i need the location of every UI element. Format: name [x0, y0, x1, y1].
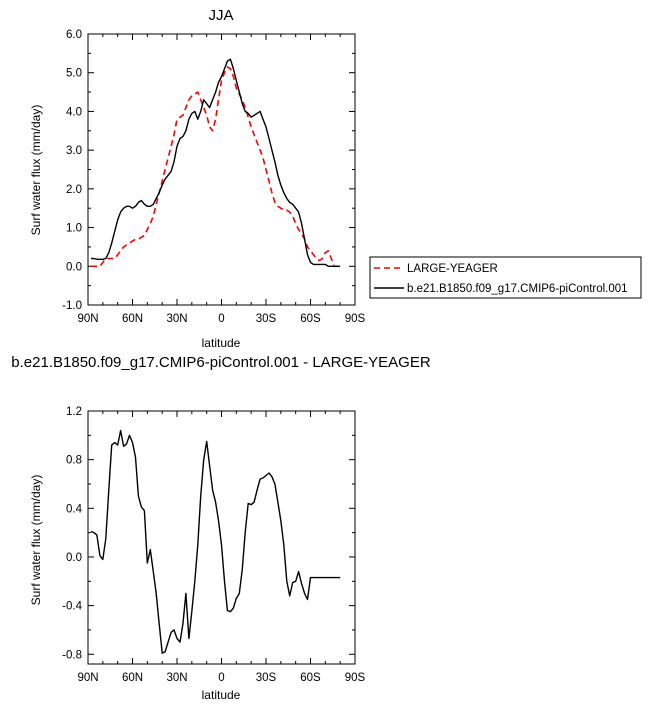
legend-box: [369, 256, 642, 299]
bottom-x-tick-label: 0: [218, 672, 224, 684]
bottom-series-line-1: [90, 429, 341, 654]
top-x-tick-label: 0: [218, 313, 224, 325]
bottom-x-tick-label: 60N: [122, 672, 143, 684]
top-x-tick-label: 30S: [256, 313, 277, 325]
bottom-x-tick-label: 90N: [77, 672, 98, 684]
bottom-y-tick-label: 1.2: [66, 406, 82, 418]
bottom-y-tick-label: -0.4: [62, 601, 82, 613]
top-panel: JJA 90N 60N 30N 0 30S 60S 90S -1.0 0.0 1.0 2.0 3.0 4…: [29, 7, 366, 350]
top-x-tick-label: 90N: [77, 313, 98, 325]
top-y-tick-label: 4.0: [66, 106, 82, 118]
top-plot-frame: [87, 33, 356, 306]
top-series-line-2: [91, 58, 341, 267]
bottom-x-tick-label: 30S: [256, 672, 277, 684]
top-x-tick-label: 30N: [166, 313, 187, 325]
bottom-y-axis-label: Surf water flux (mm/day): [29, 475, 43, 606]
top-y-tick-label: 0.0: [66, 261, 82, 273]
legend-label-large-yeager: LARGE-YEAGER: [407, 263, 498, 275]
bottom-x-tick-label: 30N: [166, 672, 187, 684]
bottom-y-tick-label: 0.0: [66, 552, 82, 564]
bottom-y-tick-label: 0.4: [66, 503, 83, 515]
bottom-x-axis-label: latitude: [202, 688, 241, 702]
bottom-y-tick-label: -0.8: [62, 649, 82, 661]
bottom-chart-title: b.e21.B1850.f09_g17.CMIP6-piControl.001 …: [11, 354, 431, 371]
bottom-x-tick-label: 90S: [345, 672, 366, 684]
legend-label-cmip6: b.e21.B1850.f09_g17.CMIP6-piControl.001: [407, 283, 628, 295]
bottom-plot-frame: [87, 410, 356, 665]
top-chart-title: JJA: [208, 7, 233, 24]
top-x-axis-label: latitude: [202, 336, 241, 350]
top-x-tick-label: 90S: [345, 313, 366, 325]
top-y-tick-label: 5.0: [66, 68, 82, 80]
top-y-tick-label: 1.0: [66, 223, 82, 235]
bottom-panel: b.e21.B1850.f09_g17.CMIP6-piControl.001 …: [11, 354, 431, 702]
top-y-tick-label: 3.0: [66, 145, 82, 157]
top-y-axis-label: Surf water flux (mm/day): [29, 105, 43, 236]
bottom-x-tick-label: 60S: [300, 672, 321, 684]
bottom-y-tick-label: 0.8: [66, 455, 82, 467]
top-x-tick-label: 60S: [300, 313, 321, 325]
top-series-line-1: [91, 66, 341, 268]
top-x-tick-label: 60N: [122, 313, 143, 325]
top-y-tick-label: 2.0: [66, 184, 82, 196]
top-y-tick-label: 6.0: [66, 29, 82, 41]
legend: LARGE-YEAGER b.e21.B1850.f09_g17.CMIP6-p…: [369, 256, 642, 299]
top-y-tick-label: -1.0: [62, 300, 82, 312]
